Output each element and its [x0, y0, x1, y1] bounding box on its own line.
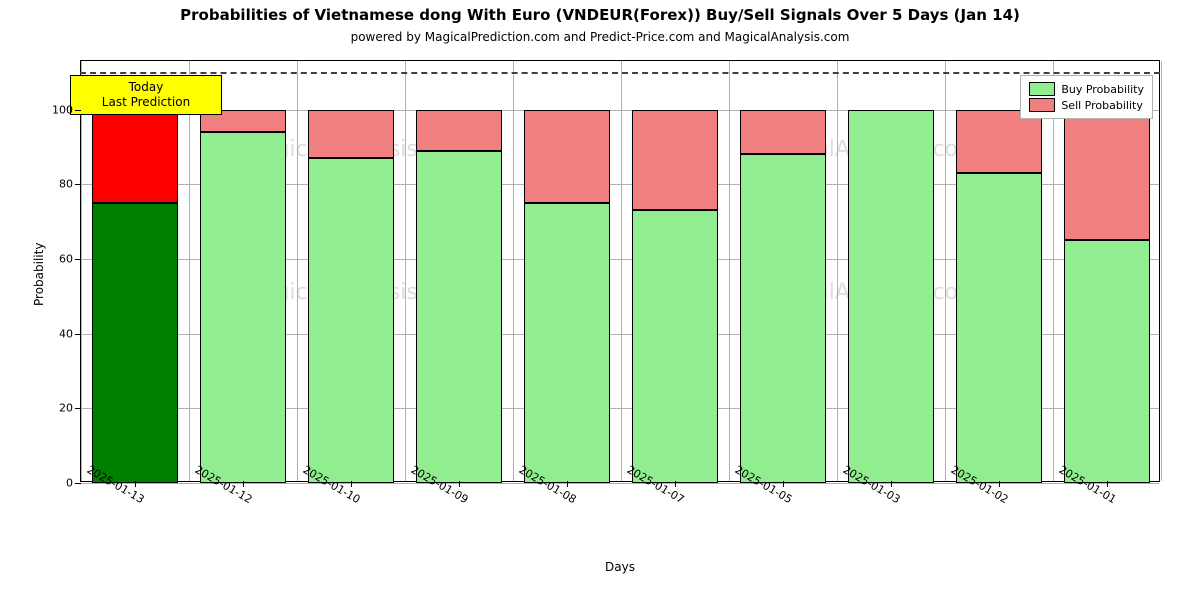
sell-bar [416, 110, 502, 151]
ytick-label: 100 [52, 103, 81, 116]
grid-vline [729, 61, 730, 481]
xtick-mark [891, 481, 892, 487]
xtick-mark [1107, 481, 1108, 487]
plot-area: MagicalAnalysis.comMagicalAnalysis.comMa… [80, 60, 1160, 482]
grid-vline [513, 61, 514, 481]
x-axis-label: Days [520, 560, 720, 574]
grid-vline [189, 61, 190, 481]
buy-bar [200, 132, 286, 483]
xtick-mark [135, 481, 136, 487]
grid-vline [405, 61, 406, 481]
buy-bar [308, 158, 394, 483]
legend-label: Buy Probability [1061, 83, 1144, 96]
sell-bar [92, 110, 178, 203]
xtick-mark [675, 481, 676, 487]
ytick-label: 80 [59, 178, 81, 191]
today-callout: Today Last Prediction [70, 75, 222, 115]
sell-bar [524, 110, 610, 203]
xtick-mark [351, 481, 352, 487]
buy-bar [524, 203, 610, 483]
chart-subtitle: powered by MagicalPrediction.com and Pre… [0, 30, 1200, 44]
callout-line2: Last Prediction [81, 95, 211, 110]
sell-bar [632, 110, 718, 211]
ytick-label: 60 [59, 252, 81, 265]
sell-bar [740, 110, 826, 155]
buy-bar [956, 173, 1042, 483]
buy-bar [848, 110, 934, 483]
xtick-mark [999, 481, 1000, 487]
xtick-mark [567, 481, 568, 487]
grid-vline [1161, 61, 1162, 481]
buy-bar [1064, 240, 1150, 483]
buy-bar [92, 203, 178, 483]
legend-swatch [1029, 98, 1055, 112]
grid-vline [1053, 61, 1054, 481]
legend-label: Sell Probability [1061, 99, 1143, 112]
ytick-label: 0 [66, 477, 81, 490]
callout-line1: Today [81, 80, 211, 95]
buy-bar [416, 151, 502, 483]
ytick-label: 20 [59, 402, 81, 415]
sell-bar [1064, 110, 1150, 241]
buy-bar [632, 210, 718, 483]
grid-vline [945, 61, 946, 481]
legend-item: Buy Probability [1029, 82, 1144, 96]
sell-bar [308, 110, 394, 159]
grid-vline [621, 61, 622, 481]
xtick-mark [459, 481, 460, 487]
ytick-label: 40 [59, 327, 81, 340]
grid-vline [837, 61, 838, 481]
y-axis-label: Probability [32, 243, 46, 306]
legend: Buy Probability Sell Probability [1020, 75, 1153, 119]
xtick-mark [783, 481, 784, 487]
figure: Probabilities of Vietnamese dong With Eu… [0, 0, 1200, 600]
legend-item: Sell Probability [1029, 98, 1144, 112]
grid-vline [81, 61, 82, 481]
xtick-mark [243, 481, 244, 487]
chart-title: Probabilities of Vietnamese dong With Eu… [0, 6, 1200, 24]
legend-swatch [1029, 82, 1055, 96]
buy-bar [740, 154, 826, 483]
reference-line [80, 72, 1160, 74]
grid-vline [297, 61, 298, 481]
